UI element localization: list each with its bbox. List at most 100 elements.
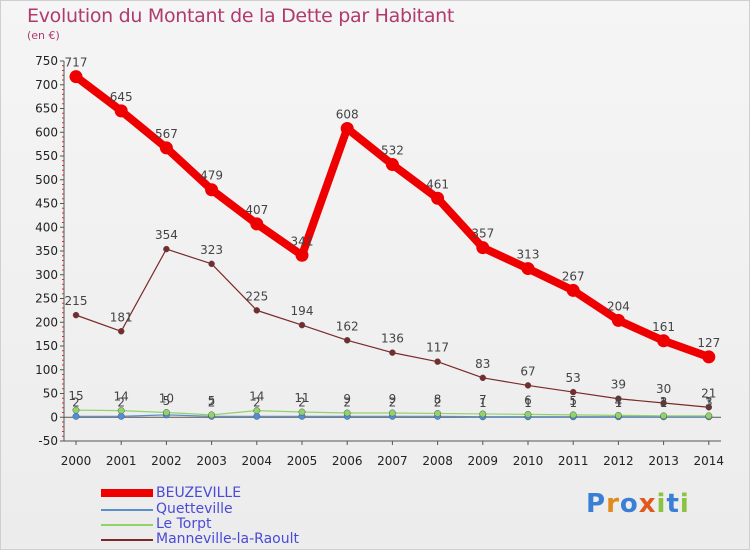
- data-point-manneville-la-raoult: [253, 307, 261, 314]
- proxiti-logo: Proxiti: [586, 489, 690, 519]
- data-label-manneville-la-raoult: 21: [701, 386, 716, 400]
- data-point-le-torpt: [388, 409, 396, 417]
- data-label-beuzeville: 479: [200, 169, 223, 183]
- data-label-manneville-la-raoult: 67: [520, 364, 535, 378]
- chart-title: Evolution du Montant de la Dette par Hab…: [27, 5, 455, 27]
- data-label-manneville-la-raoult: 117: [426, 341, 449, 355]
- data-label-le-torpt: 6: [524, 393, 532, 407]
- data-point-beuzeville: [566, 283, 580, 297]
- data-label-quetteville: 2: [253, 395, 261, 409]
- x-tick-label: 2012: [603, 454, 634, 468]
- data-point-manneville-la-raoult: [569, 388, 577, 396]
- data-point-le-torpt: [660, 412, 668, 420]
- y-tick-label: 450: [35, 197, 58, 211]
- x-tick-label: 2001: [106, 454, 137, 468]
- data-label-beuzeville: 313: [517, 248, 540, 262]
- data-point-beuzeville: [657, 334, 671, 348]
- series-layer: [69, 70, 716, 421]
- y-tick-label: -50: [38, 434, 58, 448]
- data-point-quetteville: [72, 412, 80, 420]
- legend-swatch-quetteville: [101, 509, 153, 511]
- data-point-beuzeville: [295, 248, 309, 262]
- legend-swatch-manneville: [101, 539, 153, 541]
- y-tick-label: 550: [35, 149, 58, 163]
- data-point-beuzeville: [431, 191, 445, 205]
- data-label-beuzeville: 127: [697, 336, 720, 350]
- logo-letter: i: [656, 489, 667, 519]
- data-point-beuzeville: [250, 217, 264, 231]
- data-label-quetteville: 5: [163, 394, 171, 408]
- data-label-quetteville: 2: [72, 395, 80, 409]
- data-label-beuzeville: 532: [381, 144, 404, 158]
- logo-letter: i: [679, 489, 690, 519]
- x-tick-label: 2003: [196, 454, 227, 468]
- data-point-manneville-la-raoult: [615, 395, 622, 402]
- data-label-beuzeville: 567: [155, 127, 178, 141]
- data-point-manneville-la-raoult: [163, 245, 170, 253]
- y-tick-label: 50: [43, 387, 58, 401]
- logo-letter: t: [666, 489, 680, 519]
- data-point-manneville-la-raoult: [343, 337, 351, 344]
- data-point-le-torpt: [614, 411, 622, 419]
- data-label-beuzeville: 267: [562, 269, 585, 283]
- data-point-quetteville: [253, 412, 261, 420]
- data-label-quetteville: 2: [298, 395, 306, 409]
- data-label-le-torpt: 11: [294, 391, 309, 405]
- data-point-manneville-la-raoult: [479, 374, 487, 382]
- x-tick-label: 2005: [287, 454, 318, 468]
- axes: -50 0 50 100 150 200 250 300 350 400 450 500 550 600 6…: [35, 54, 724, 468]
- y-tick-label: 100: [35, 363, 58, 377]
- chart-subtitle: (en €): [27, 29, 60, 42]
- data-label-manneville-la-raoult: 162: [336, 319, 359, 333]
- data-label-beuzeville: 645: [110, 90, 133, 104]
- data-label-le-torpt: 4: [615, 394, 623, 408]
- data-point-le-torpt: [434, 410, 442, 417]
- logo-letter: x: [638, 489, 657, 519]
- data-point-manneville-la-raoult: [72, 311, 80, 319]
- x-tick-label: 2004: [242, 454, 273, 468]
- y-tick-label: 500: [35, 173, 58, 187]
- data-label-quetteville: 2: [117, 395, 125, 409]
- data-point-manneville-la-raoult: [389, 349, 396, 356]
- x-tick-label: 2008: [422, 454, 453, 468]
- data-label-quetteville: 2: [208, 395, 216, 409]
- data-point-beuzeville: [159, 141, 173, 155]
- y-tick-label: 400: [35, 220, 58, 234]
- data-label-quetteville: 1: [660, 396, 668, 410]
- data-labels: 7176455674794073416085324613573132672041…: [65, 56, 721, 410]
- data-label-le-torpt: 9: [389, 392, 397, 406]
- y-tick-label: 300: [35, 268, 58, 282]
- data-point-beuzeville: [340, 121, 354, 135]
- data-label-le-torpt: 3: [705, 395, 713, 409]
- x-tick-label: 2006: [332, 454, 363, 468]
- legend-label-manneville: Manneville-la-Raoult: [156, 531, 299, 547]
- data-point-beuzeville: [521, 262, 535, 276]
- data-point-beuzeville: [114, 104, 128, 118]
- data-point-manneville-la-raoult: [660, 399, 667, 407]
- data-label-beuzeville: 461: [426, 177, 449, 191]
- x-tick-label: 2007: [377, 454, 408, 468]
- data-label-manneville-la-raoult: 53: [566, 371, 581, 385]
- data-point-manneville-la-raoult: [208, 260, 215, 268]
- data-label-beuzeville: 357: [471, 227, 494, 241]
- data-point-le-torpt: [72, 406, 80, 414]
- data-label-quetteville: 1: [479, 396, 487, 410]
- data-label-quetteville: 2: [343, 395, 351, 409]
- x-tick-label: 2013: [648, 454, 679, 468]
- data-label-beuzeville: 717: [65, 56, 88, 70]
- legend-label-quetteville: Quetteville: [156, 501, 233, 517]
- data-point-manneville-la-raoult: [117, 328, 125, 335]
- data-label-le-torpt: 5: [208, 394, 216, 408]
- y-tick-label: 350: [35, 244, 58, 258]
- data-label-beuzeville: 204: [607, 299, 630, 313]
- y-tick-label: 650: [35, 102, 58, 116]
- x-tick-label: 2002: [151, 454, 182, 468]
- data-label-le-torpt: 10: [159, 392, 174, 406]
- data-label-manneville-la-raoult: 83: [475, 357, 490, 371]
- logo-letter: r: [606, 489, 620, 519]
- data-label-beuzeville: 407: [245, 203, 268, 217]
- logo-letter: o: [619, 489, 639, 519]
- data-point-beuzeville: [69, 70, 83, 84]
- data-point-manneville-la-raoult: [705, 404, 713, 411]
- data-label-le-torpt: 7: [479, 393, 487, 407]
